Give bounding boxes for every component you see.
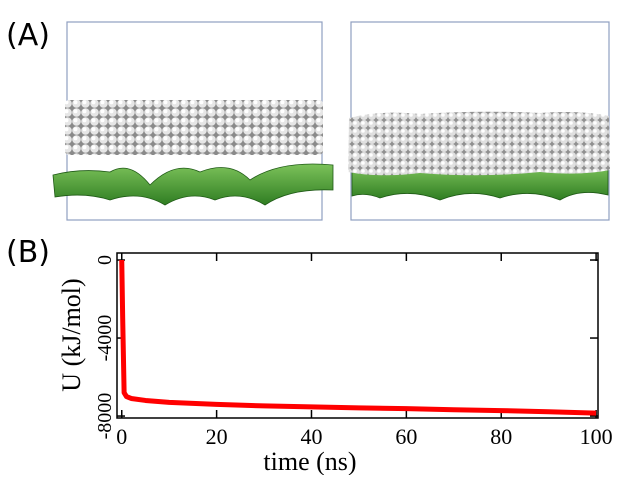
panel-label: (A) [6,18,50,53]
x-axis-title: time (ns) [263,447,356,475]
nanotube [65,100,323,155]
x-tick-label: 60 [395,424,417,449]
nanotube [348,111,610,176]
data-line [119,259,597,416]
y-tick-label: -4000 [94,315,116,362]
x-tick-label: 40 [300,424,322,449]
x-tick-label: 20 [206,424,228,449]
panel-label: (B) [6,235,50,270]
y-axis-title: U (kJ/mol) [57,278,86,391]
x-tick-label: 100 [580,424,613,449]
surface [52,163,334,206]
x-tick-label: 80 [490,424,512,449]
plot-frame [116,252,599,419]
x-tick-label: 0 [116,424,127,449]
y-tick-label: -8000 [94,393,116,440]
y-tick-label: 0 [94,255,116,265]
